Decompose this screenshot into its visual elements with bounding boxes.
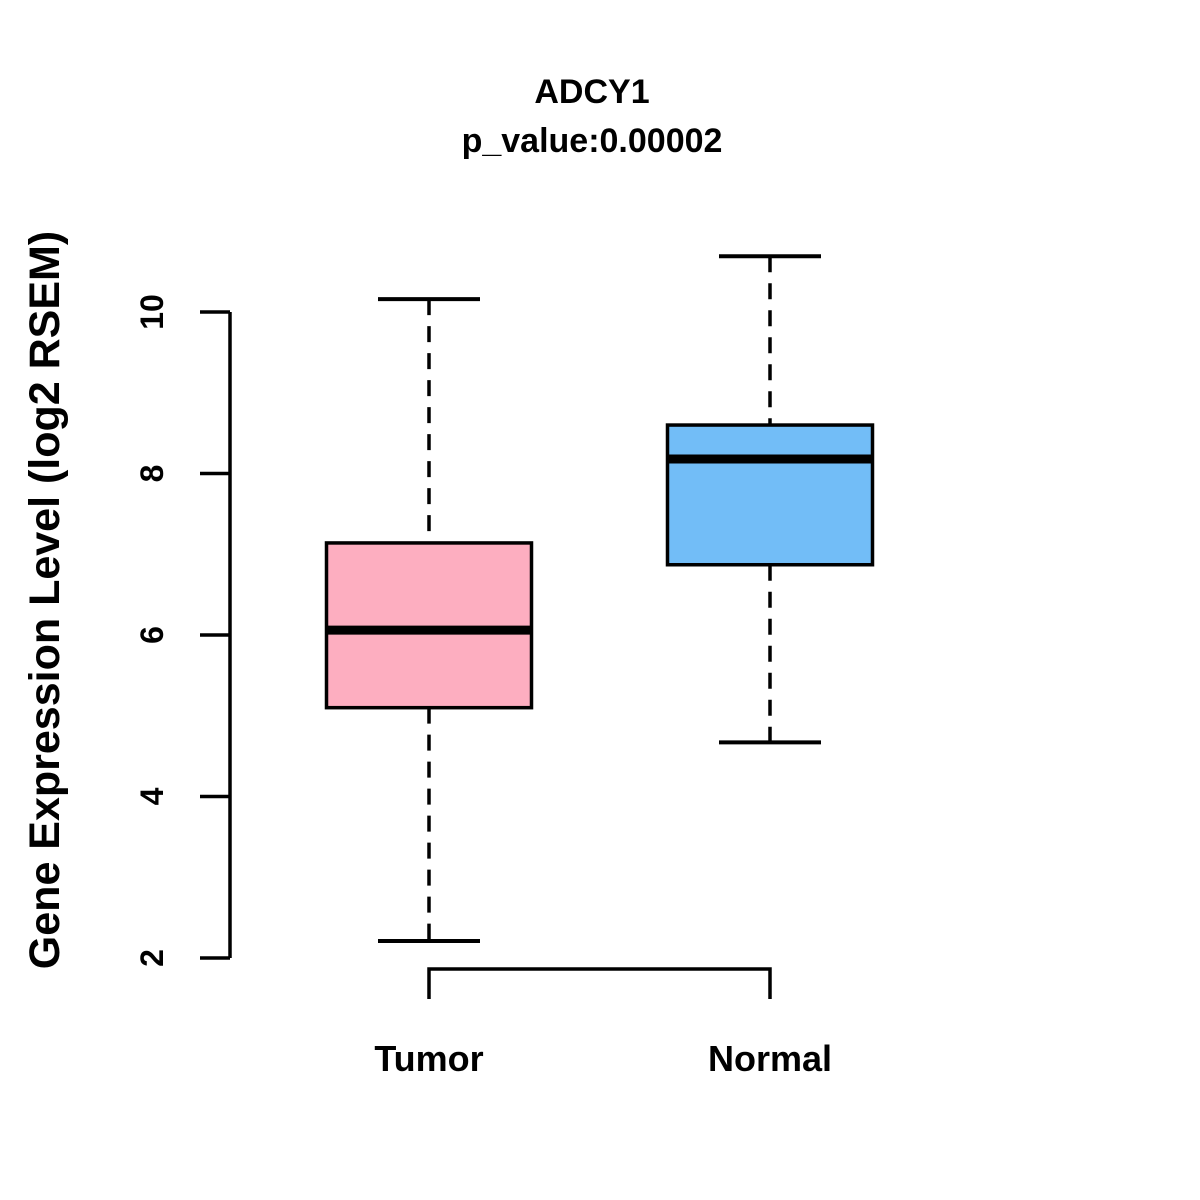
iqr-box-normal	[665, 423, 875, 567]
x-axis-bracket	[427, 967, 772, 999]
chart-title: ADCY1	[534, 73, 649, 111]
box-group-tumor	[324, 297, 534, 944]
y-axis-tick-label: 8	[134, 465, 170, 483]
chart-subtitle: p_value:0.00002	[462, 122, 723, 160]
y-axis-tick-label: 10	[134, 294, 170, 330]
x-axis: Tumor Normal	[374, 967, 832, 1079]
y-axis-tick-label: 6	[134, 626, 170, 644]
y-axis: 2 4 6 8 10	[134, 294, 232, 967]
x-tick-label-normal: Normal	[708, 1038, 832, 1079]
y-axis-tick-label: 4	[134, 787, 170, 805]
x-tick-label-tumor: Tumor	[374, 1038, 483, 1079]
iqr-box-tumor	[324, 541, 534, 710]
box-series	[324, 254, 875, 944]
y-axis-tick-label: 2	[134, 949, 170, 967]
y-axis-title: Gene Expression Level (log2 RSEM)	[21, 231, 69, 969]
box-group-normal	[665, 254, 875, 745]
